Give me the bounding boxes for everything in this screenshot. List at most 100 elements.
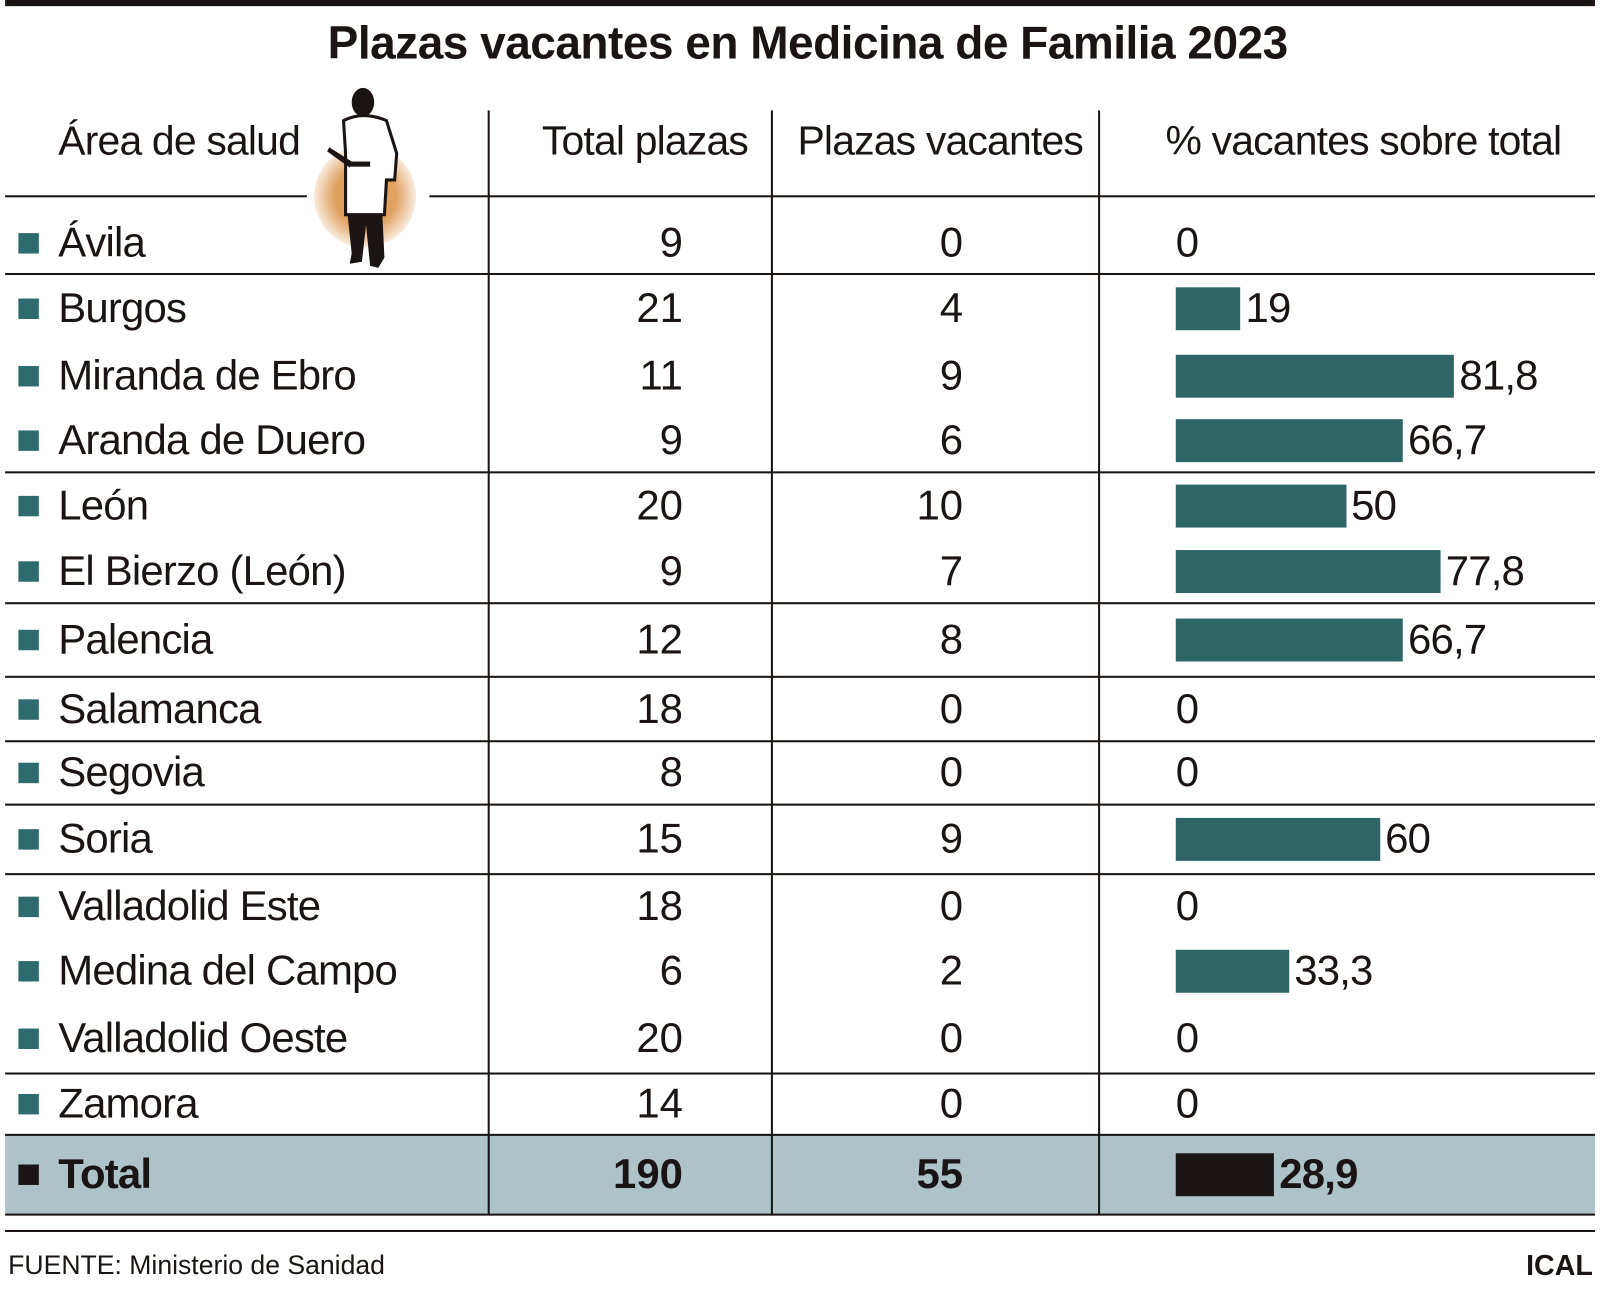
row-divider: [5, 1133, 1595, 1136]
pct-label: 0: [1175, 1079, 1199, 1127]
area-name: Medina del Campo: [58, 946, 398, 994]
total-plazas: 15: [636, 814, 683, 862]
row-divider: [5, 471, 1595, 474]
plazas-vacantes: 7: [939, 546, 964, 594]
square-bullet-icon: [18, 762, 39, 784]
square-bullet-icon: [18, 365, 39, 386]
area-name: Valladolid Oeste: [58, 1014, 348, 1062]
area-name: León: [58, 481, 149, 529]
total-plazas: 9: [659, 218, 683, 266]
row-divider: [5, 602, 1595, 605]
pct-label: 77,8: [1445, 546, 1525, 594]
square-bullet-icon: [18, 698, 39, 720]
total-plazas: 9: [659, 416, 683, 464]
area-name: Aranda de Duero: [58, 416, 366, 464]
plazas-vacantes: 9: [939, 351, 964, 399]
total-plazas: 18: [636, 684, 683, 732]
pct-label: 0: [1175, 684, 1199, 732]
pct-label: 0: [1175, 881, 1199, 929]
pct-bar: [1175, 817, 1381, 861]
footer-rule: [5, 1229, 1595, 1232]
square-bullet-icon: [18, 961, 39, 982]
pct-label: 81,8: [1459, 351, 1538, 399]
pct-bar: [1175, 419, 1403, 463]
row-divider: [5, 873, 1595, 876]
total-plazas: 14: [636, 1079, 683, 1127]
plazas-vacantes: 55: [916, 1150, 964, 1198]
area-name: Burgos: [58, 283, 187, 331]
row-divider: [5, 1213, 1595, 1216]
area-name: Valladolid Este: [58, 881, 321, 929]
plazas-vacantes: 9: [939, 814, 964, 862]
plazas-vacantes: 8: [939, 615, 964, 663]
plazas-vacantes: 0: [939, 1079, 964, 1127]
pct-bar: [1175, 484, 1346, 528]
square-bullet-icon: [18, 298, 39, 319]
plazas-vacantes: 0: [939, 881, 964, 929]
total-plazas: 6: [659, 946, 683, 994]
table-row: Salamanca 18 0 0: [5, 677, 1595, 741]
brand-logo: ICAL: [1526, 1249, 1593, 1282]
row-divider: [5, 803, 1595, 806]
pct-label: 28,9: [1279, 1150, 1358, 1198]
pct-label: 66,7: [1407, 615, 1487, 663]
pct-label: 0: [1175, 1014, 1199, 1062]
square-bullet-icon: [18, 896, 39, 917]
total-plazas: 11: [639, 351, 683, 399]
area-name: Zamora: [58, 1079, 198, 1127]
square-bullet-icon: [18, 1164, 39, 1185]
header-area: Área de salud: [58, 118, 301, 164]
row-divider: [5, 675, 1595, 678]
area-name: El Bierzo (León): [58, 546, 346, 594]
table-row: Aranda de Duero 9 6 66,7: [5, 409, 1595, 472]
table-row: Zamora 14 0 0: [5, 1074, 1595, 1135]
pct-label: 60: [1385, 814, 1431, 862]
total-plazas: 20: [636, 481, 683, 529]
header-total: Total plazas: [541, 118, 749, 164]
table-row: Valladolid Oeste 20 0 0: [5, 1004, 1595, 1074]
total-plazas: 20: [636, 1014, 683, 1062]
source-note: FUENTE: Ministerio de Sanidad: [8, 1249, 385, 1281]
area-name: Ávila: [58, 218, 146, 266]
area-name: Total: [58, 1150, 152, 1198]
table-row: El Bierzo (León) 9 7 77,8: [5, 539, 1595, 603]
pct-label: 50: [1351, 481, 1397, 529]
square-bullet-icon: [18, 495, 39, 516]
area-name: Segovia: [58, 748, 205, 796]
header-pct: % vacantes sobre total: [1165, 118, 1563, 164]
pct-label: 19: [1245, 283, 1292, 331]
column-divider: [1098, 110, 1101, 1215]
pct-bar: [1175, 354, 1455, 398]
square-bullet-icon: [18, 233, 39, 254]
pct-label: 66,7: [1407, 416, 1487, 464]
plazas-vacantes: 6: [939, 416, 964, 464]
row-divider: [5, 272, 1595, 276]
square-bullet-icon: [18, 829, 39, 850]
pct-label: 0: [1175, 218, 1199, 266]
table-row: Soria 15 9 60: [5, 805, 1595, 875]
pct-bar: [1175, 549, 1441, 593]
plazas-vacantes: 0: [939, 684, 964, 732]
table-row: León 20 10 50: [5, 472, 1595, 538]
table-row: Miranda de Ebro 11 9 81,8: [5, 343, 1595, 409]
pct-label: 0: [1175, 748, 1199, 796]
table-row: Valladolid Este 18 0 0: [5, 874, 1595, 938]
column-divider: [770, 110, 773, 1215]
total-row: Total 190 55 28,9: [5, 1134, 1595, 1215]
square-bullet-icon: [18, 1028, 39, 1049]
plazas-vacantes: 0: [939, 1014, 964, 1062]
total-plazas: 18: [636, 881, 683, 929]
table-row: Ávila 9 0 0: [5, 196, 1595, 274]
doctor-silhouette-icon: [306, 87, 430, 268]
table-row: Burgos 21 4 19: [5, 274, 1595, 343]
pct-bar: [1175, 618, 1403, 662]
total-plazas: 12: [636, 615, 683, 663]
square-bullet-icon: [18, 629, 39, 651]
total-plazas: 21: [636, 283, 683, 331]
plazas-vacantes: 0: [939, 218, 964, 266]
top-rule: [5, 0, 1595, 7]
total-plazas: 9: [659, 546, 683, 594]
table-row: Palencia 12 8 66,7: [5, 603, 1595, 677]
pct-bar: [1175, 1153, 1275, 1197]
